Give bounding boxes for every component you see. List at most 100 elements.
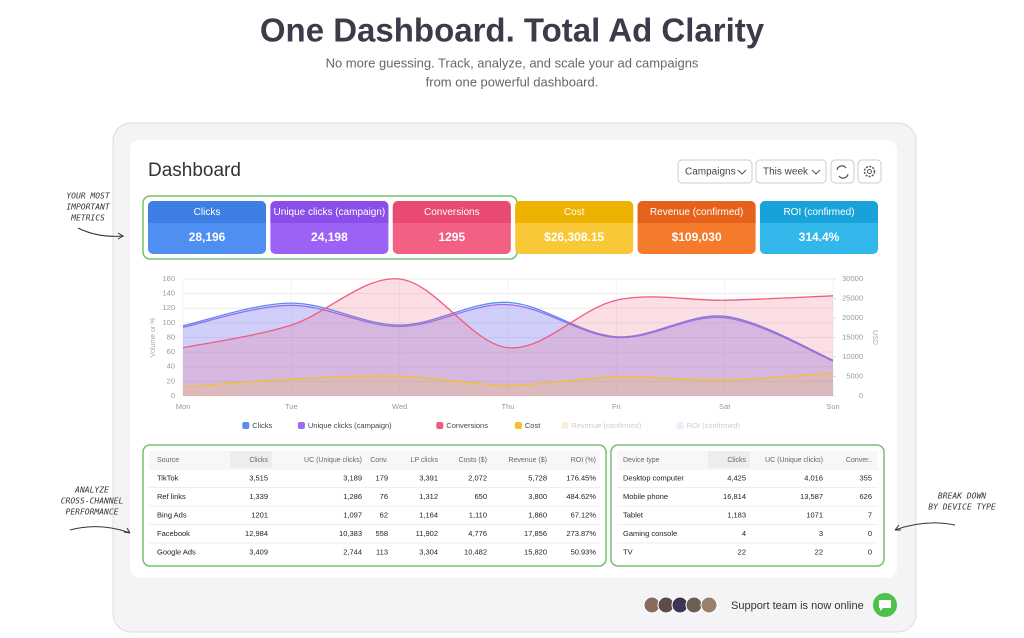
annotation: METRICS	[70, 214, 105, 223]
column-header: Device type	[623, 457, 660, 464]
y-tick-label: 160	[162, 274, 175, 283]
metric-header	[637, 201, 756, 223]
y2-tick-label: 5000	[846, 371, 863, 380]
chat-icon	[879, 600, 891, 611]
chevron	[737, 169, 747, 175]
y-tick-label: 120	[162, 303, 175, 312]
table-cell: 3	[819, 529, 823, 538]
table-cell: Bing Ads	[157, 510, 187, 519]
table-cell: 2,744	[343, 547, 362, 556]
metric-header	[148, 201, 266, 223]
annotation: CROSS-CHANNEL	[61, 497, 124, 506]
column-header: UC (Unique clicks)	[765, 457, 823, 464]
metric-label: Cost	[564, 207, 585, 218]
column-header: Conv.	[370, 457, 388, 464]
area	[183, 302, 833, 396]
table-cell: 10,383	[339, 529, 362, 538]
y-tick-label: 100	[162, 318, 175, 327]
table-cell: 1,286	[343, 492, 362, 501]
legend-swatch	[297, 422, 305, 429]
table-cell: 1071	[806, 510, 823, 519]
y2-tick-label: 10000	[842, 352, 863, 361]
line	[182, 303, 834, 362]
area	[183, 278, 833, 396]
y2-tick-label: 20000	[842, 313, 863, 322]
y-tick-label: 80	[167, 332, 175, 341]
arrow	[894, 522, 956, 531]
table-cell: 3,515	[249, 473, 268, 482]
avatar	[685, 596, 703, 614]
line	[182, 372, 834, 388]
legend-label: Revenue (confirmed)	[571, 421, 642, 430]
refresh-button[interactable]	[830, 159, 855, 184]
annotation: ANALYZE	[74, 486, 109, 495]
table-cell: 62	[380, 510, 388, 519]
annotation: IMPORTANT	[66, 203, 111, 212]
table-cell: 22	[815, 547, 823, 556]
y-tick-label: 40	[167, 362, 175, 371]
table-cell: 12,984	[245, 529, 268, 538]
sorted-column	[708, 451, 750, 468]
y2-tick-label: 15000	[842, 332, 863, 341]
column-header: Conver..	[846, 457, 872, 464]
y2-tick-label: 0	[859, 391, 863, 400]
table-cell: 273.87%	[566, 529, 596, 538]
table-cell: 10,482	[464, 547, 487, 556]
arrow	[69, 526, 131, 534]
table-cell: 0	[868, 547, 872, 556]
metric-header	[515, 201, 634, 223]
table-cell: 484.62%	[566, 492, 596, 501]
x-tick-label: Tue	[285, 402, 298, 411]
metric-label: ROI (confirmed)	[783, 207, 854, 218]
metric-label: Conversions	[424, 207, 480, 218]
metric-value: 24,198	[311, 230, 348, 244]
x-tick-label: Wed	[392, 402, 407, 411]
line	[182, 278, 834, 349]
legend-label: ROI (confirmed)	[687, 421, 741, 430]
highlight-box	[610, 444, 885, 567]
dashboard-title: Dashboard	[148, 160, 241, 181]
column-header: Clicks	[249, 457, 268, 464]
annotation: PERFORMANCE	[66, 508, 119, 517]
support-text: Support team is now online	[731, 600, 864, 612]
avatars	[643, 596, 718, 614]
x-tick-label: Thu	[502, 402, 515, 411]
dropdown[interactable]	[755, 159, 827, 184]
table-cell: Ref links	[157, 492, 186, 501]
table-cell: 17,856	[524, 529, 547, 538]
y-tick-label: 0	[171, 391, 175, 400]
table-cell: 3,409	[249, 547, 268, 556]
table-cell: 22	[738, 547, 746, 556]
legend-swatch	[242, 422, 250, 429]
legend-label: Cost	[525, 421, 541, 430]
page-title: One Dashboard. Total Ad Clarity	[260, 12, 765, 49]
legend-swatch	[676, 422, 684, 429]
legend-label: Conversions	[446, 421, 488, 430]
table-cell: Tablet	[623, 510, 644, 519]
table-cell: 2,072	[468, 473, 487, 482]
line	[182, 301, 834, 361]
dropdown[interactable]	[677, 159, 753, 184]
dropdown-label: This week	[763, 167, 809, 178]
metric-label: Unique clicks (campaign)	[274, 207, 386, 218]
column-header: Source	[157, 457, 179, 464]
table-cell: 113	[376, 547, 388, 556]
metric-label: Revenue (confirmed)	[650, 207, 743, 218]
settings-icon	[863, 165, 876, 178]
legend-swatch	[561, 422, 569, 429]
table-cell: 13,587	[800, 492, 823, 501]
table-cell: Desktop computer	[623, 473, 684, 482]
column-header: ROI (%)	[571, 457, 596, 464]
column-header: Clicks	[727, 457, 746, 464]
settings-icon	[867, 169, 872, 174]
x-tick-label: Fri	[612, 402, 621, 411]
annotation: BREAK DOWN	[938, 492, 986, 501]
metric-value: $26,308.15	[544, 230, 604, 244]
y2-tick-label: 30000	[842, 274, 863, 283]
table-cell: 1,183	[727, 510, 746, 519]
settings-button[interactable]	[857, 159, 882, 184]
y-tick-label: 60	[167, 347, 175, 356]
table-cell: 5,728	[528, 473, 547, 482]
table-cell: 3,189	[343, 473, 362, 482]
